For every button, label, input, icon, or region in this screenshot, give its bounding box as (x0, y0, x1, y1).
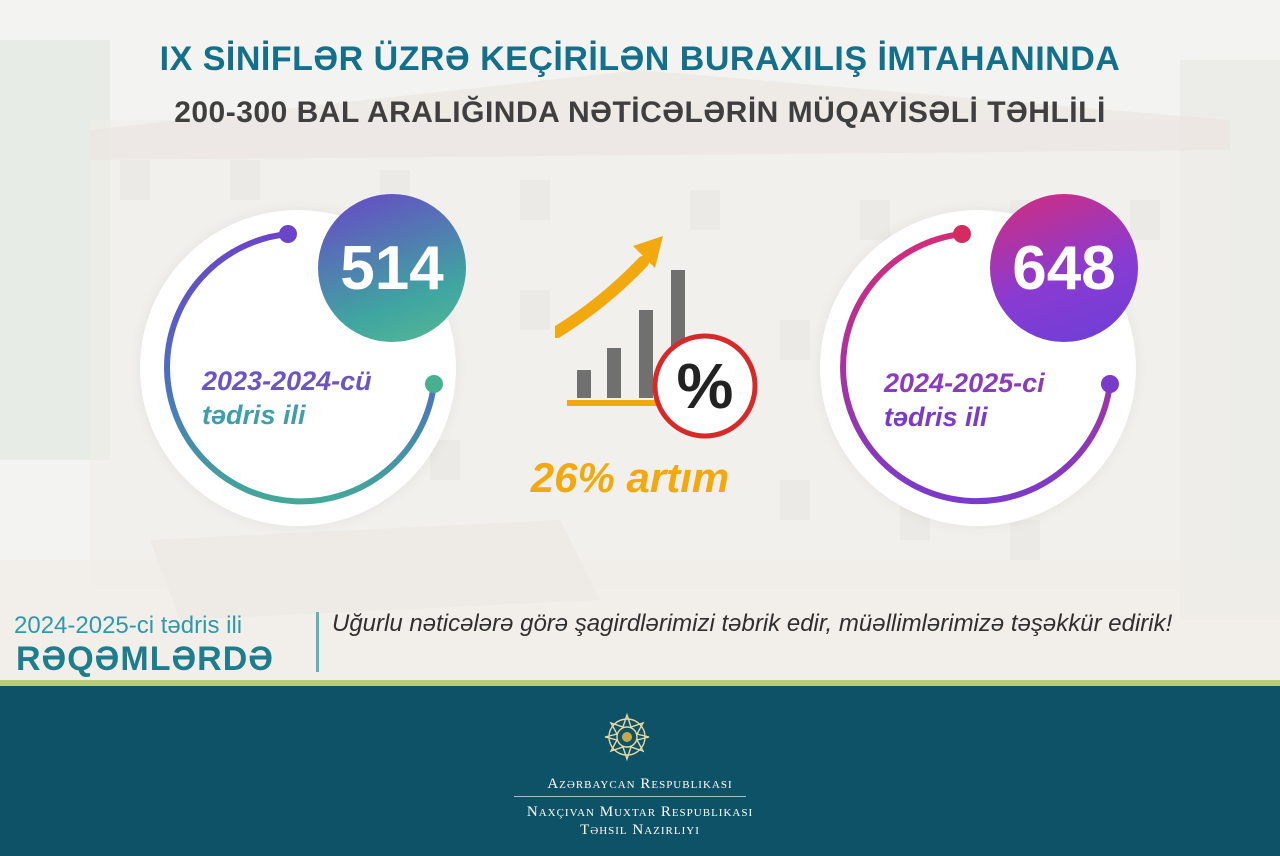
ministry-country: Azərbaycan Respublikası (547, 776, 733, 792)
congratulation-message: Uğurlu nəticələrə görə şagirdlərimizi tə… (332, 610, 1173, 637)
count-badge-right: 648 (990, 194, 1138, 342)
title-line-2: 200-300 BAL ARALIĞINDA NƏTİCƏLƏRİN MÜQAY… (174, 96, 1106, 129)
stat-card-2024-2025: 648 2024-2025-ci tədris ili (820, 194, 1138, 526)
footer-divider (316, 612, 319, 672)
ministry-name: Təhsil Nazirliyi (580, 822, 700, 838)
year-suffix-left: tədris ili (202, 400, 306, 430)
ministry-separator (514, 796, 746, 797)
footer-numbers-label: RƏQƏMLƏRDƏ (16, 640, 274, 678)
count-badge-left: 514 (318, 194, 466, 342)
growth-percentage-text: 26% artım (530, 454, 730, 501)
progress-ring-left (164, 225, 443, 505)
year-range-right: 2024-2025-ci (884, 368, 1045, 398)
progress-ring-right (840, 225, 1119, 505)
growth-chart-icon: % (555, 236, 758, 439)
year-range-left: 2023-2024-cü (202, 366, 372, 396)
ministry-footer-band: Azərbaycan Respublikası Naxçıvan Muxtar … (0, 680, 1280, 856)
year-label-left: 2023-2024-cü tədris ili (202, 364, 372, 432)
title-line-1: IX SİNİFLƏR ÜZRƏ KEÇİRİLƏN BURAXILIŞ İMT… (159, 40, 1121, 78)
year-suffix-right: tədris ili (884, 402, 988, 432)
national-emblem-icon (604, 712, 650, 762)
percent-symbol: % (677, 350, 734, 422)
year-label-right: 2024-2025-ci tədris ili (884, 366, 1045, 434)
stat-card-2023-2024: 514 2023-2024-cü tədris ili (140, 194, 466, 526)
footer-year-label: 2024-2025-ci tədris ili (14, 612, 243, 639)
ministry-region: Naxçıvan Muxtar Respublikası (526, 804, 754, 820)
